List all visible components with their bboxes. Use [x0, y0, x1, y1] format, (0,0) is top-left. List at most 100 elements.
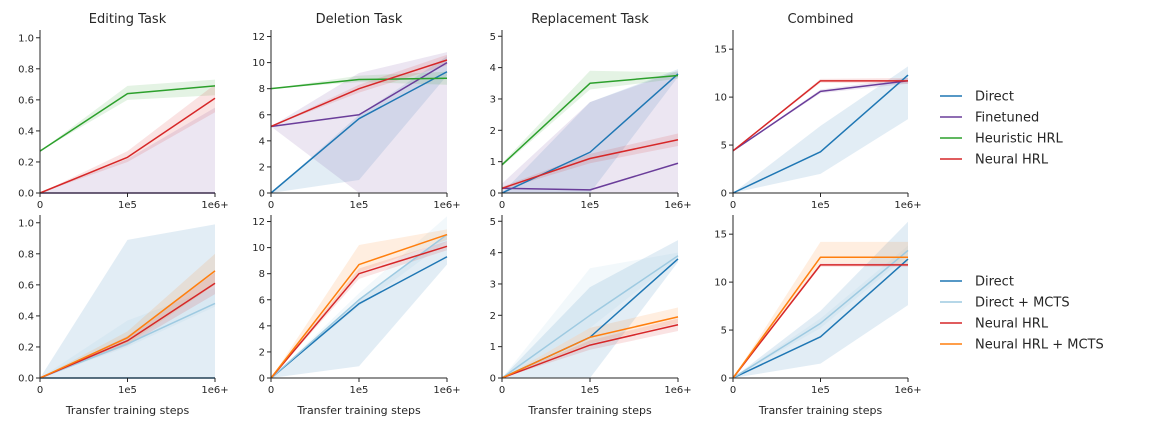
subplot-title: Deletion Task — [316, 12, 403, 27]
subplot-title: Replacement Task — [531, 12, 649, 27]
legend-label-neural-hrl-mcts: Neural HRL + MCTS — [975, 338, 1104, 353]
line-finetuned — [270, 61, 448, 128]
line-neural-hrl — [501, 138, 679, 190]
y-tick-label: 2 — [490, 311, 496, 322]
subplot-6: 0 2 4 6 8 10 12 0 1e5 1e6+ Transfer training steps — [252, 215, 461, 417]
x-tick-label: 1e6+ — [433, 200, 460, 211]
y-tick-label: 10 — [252, 243, 265, 254]
y-tick-label: 5 — [490, 32, 496, 43]
y-tick-label: 0.4 — [18, 126, 34, 137]
y-tick-label: 8 — [259, 269, 265, 280]
legend-top: Direct Finetuned Heuristic HRL Neural HRL — [940, 90, 1064, 168]
subplot-3: 0 1 2 3 4 5 0 1e5 1e6+ Replacement Task — [490, 12, 692, 211]
x-tick-label: 0 — [499, 200, 505, 211]
legend-bottom: Direct Direct + MCTS Neural HRL Neural HRL … — [940, 275, 1104, 353]
x-tick-label: 0 — [730, 200, 736, 211]
x-tick-label: 1e6+ — [894, 385, 921, 396]
line-finetuned — [501, 162, 679, 191]
line-direct — [732, 258, 909, 379]
y-tick-label: 10 — [252, 58, 265, 69]
y-tick-label: 0.8 — [18, 249, 34, 260]
y-tick-label: 1.0 — [18, 33, 34, 44]
legend-label-direct-mcts: Direct + MCTS — [975, 296, 1070, 311]
y-tick-label: 0.2 — [18, 342, 34, 353]
y-tick-label: 6 — [259, 110, 265, 121]
y-tick-label: 0.2 — [18, 157, 34, 168]
band-neural-hrl-mcts — [271, 229, 447, 378]
x-tick-label: 1e5 — [118, 385, 137, 396]
line-neural-hrl — [39, 97, 216, 194]
subplot-title: Editing Task — [89, 12, 167, 27]
y-tick-label: 4 — [490, 63, 496, 74]
subplot-4: 0 5 10 15 0 1e5 1e6+ Combined — [714, 12, 921, 211]
y-tick-label: 3 — [490, 279, 496, 290]
y-tick-label: 0 — [490, 374, 496, 385]
y-tick-label: 6 — [259, 295, 265, 306]
x-tick-label: 1e5 — [811, 385, 830, 396]
line-direct-mcts — [270, 233, 448, 379]
x-tick-label: 1e5 — [350, 200, 369, 211]
x-axis-label: Transfer training steps — [758, 404, 883, 417]
line-heuristic-hrl — [39, 85, 216, 152]
y-tick-label: 3 — [490, 94, 496, 105]
x-axis-label: Transfer training steps — [527, 404, 652, 417]
x-tick-label: 1e6+ — [664, 385, 691, 396]
y-tick-label: 0.6 — [18, 95, 34, 106]
y-tick-label: 0 — [721, 374, 727, 385]
band-neural-hrl — [502, 318, 678, 378]
legend-label-neural-hrl: Neural HRL — [975, 153, 1049, 168]
y-tick-label: 0.4 — [18, 311, 34, 322]
band-finetuned — [271, 52, 447, 193]
line-direct — [270, 71, 448, 194]
x-tick-label: 0 — [499, 385, 505, 396]
band-direct — [502, 240, 678, 378]
y-tick-label: 0 — [259, 374, 265, 385]
y-tick-label: 0 — [490, 189, 496, 200]
y-tick-label: 0.0 — [18, 374, 34, 385]
line-neural-hrl — [732, 80, 908, 152]
subplot-5: 0.0 0.2 0.4 0.6 0.8 1.0 0 1e5 1e6+ Transfer train… — [18, 215, 229, 417]
band-direct-mcts — [271, 216, 447, 378]
y-tick-label: 0 — [721, 189, 727, 200]
x-tick-label: 1e5 — [581, 200, 600, 211]
band-direct — [271, 56, 447, 193]
band-neural-hrl-mcts — [733, 241, 908, 378]
line-direct — [270, 256, 448, 379]
line-finetuned — [732, 80, 909, 152]
band-finetuned — [502, 70, 678, 193]
band-direct — [40, 224, 215, 378]
x-tick-label: 1e5 — [118, 200, 137, 211]
x-tick-label: 1e6+ — [894, 200, 921, 211]
band-finetuned — [40, 107, 215, 193]
legend-label-finetuned: Finetuned — [975, 111, 1039, 126]
band-neural-hrl — [271, 241, 447, 378]
legend-label-heuristic-hrl: Heuristic HRL — [975, 132, 1064, 147]
band-neural-hrl-mcts — [502, 307, 678, 378]
band-heuristic-hrl — [502, 70, 678, 167]
x-tick-label: 1e6+ — [201, 200, 228, 211]
subplot-1: 0.0 0.2 0.4 0.6 0.8 1.0 0 1e5 1e6+ Editing Task — [18, 12, 229, 211]
x-tick-label: 0 — [268, 200, 274, 211]
x-tick-label: 0 — [268, 385, 274, 396]
band-direct-mcts — [40, 287, 215, 378]
line-neural-hrl-mcts — [732, 256, 908, 379]
y-tick-label: 2 — [259, 347, 265, 358]
y-tick-label: 0.0 — [18, 189, 34, 200]
subplot-title: Combined — [787, 12, 853, 27]
subplot-8: 0 5 10 15 0 1e5 1e6+ Transfer training steps — [714, 215, 922, 417]
line-neural-hrl — [39, 282, 216, 379]
y-tick-label: 1 — [490, 342, 496, 353]
x-tick-label: 1e5 — [581, 385, 600, 396]
x-tick-label: 1e5 — [350, 385, 369, 396]
line-heuristic-hrl — [501, 74, 679, 166]
y-tick-label: 2 — [490, 126, 496, 137]
legend-label-direct: Direct — [975, 90, 1014, 105]
line-direct — [501, 73, 679, 194]
band-direct — [733, 66, 908, 193]
line-neural-hrl — [732, 264, 908, 379]
y-tick-label: 12 — [252, 32, 265, 43]
x-tick-label: 1e5 — [811, 200, 830, 211]
x-axis-label: Transfer training steps — [65, 404, 190, 417]
band-neural-hrl — [502, 133, 678, 190]
x-tick-label: 0 — [37, 385, 43, 396]
